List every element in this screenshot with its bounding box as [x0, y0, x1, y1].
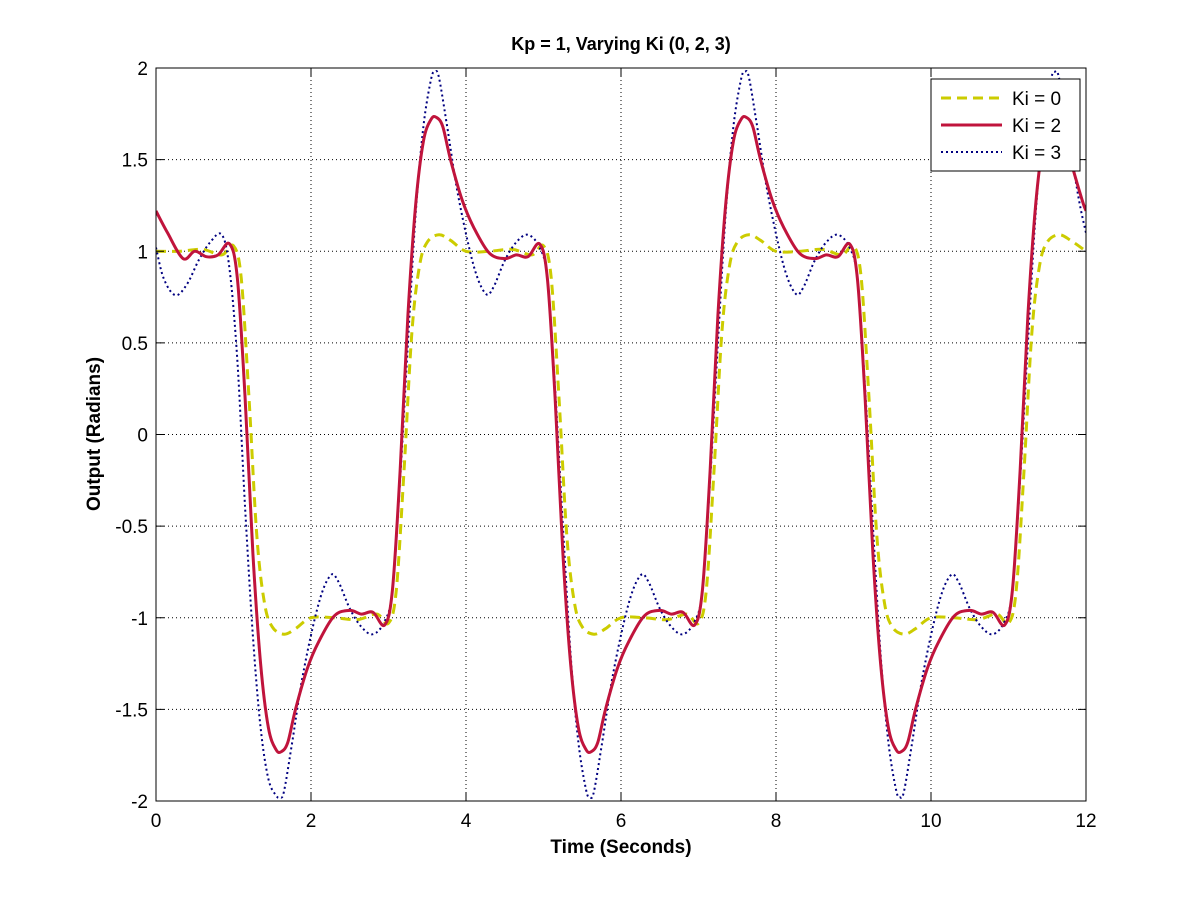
y-tick-label: 0.5: [122, 334, 148, 355]
series-line: [156, 114, 1086, 755]
y-tick-label: -1.5: [115, 700, 148, 721]
tick-marks: [155, 67, 1087, 802]
y-axis-label: Output (Radians): [84, 357, 105, 511]
x-tick-label: 8: [771, 811, 782, 832]
x-tick-label: 12: [1075, 811, 1096, 832]
y-tick-label: 1.5: [122, 151, 148, 172]
y-tick-label: 1: [137, 242, 148, 263]
legend-label: Ki = 2: [1012, 116, 1061, 137]
x-tick-label: 4: [461, 811, 472, 832]
x-tick-label: 2: [306, 811, 317, 832]
legend-label: Ki = 3: [1012, 143, 1061, 164]
x-tick-labels: 0 2 4 6 8 10 12: [151, 811, 1097, 832]
x-axis-label: Time (Seconds): [550, 837, 691, 858]
legend: Ki = 0 Ki = 2 Ki = 3: [930, 78, 1081, 172]
y-tick-label: -0.5: [115, 517, 148, 538]
x-tick-label: 10: [920, 811, 941, 832]
x-tick-label: 0: [151, 811, 162, 832]
chart-title: Kp = 1, Varying Ki (0, 2, 3): [511, 34, 731, 54]
series-line: [156, 233, 1086, 636]
y-tick-label: -1: [131, 609, 148, 630]
y-tick-label: -2: [131, 792, 148, 813]
y-tick-label: 0: [137, 426, 148, 447]
x-tick-label: 6: [616, 811, 627, 832]
legend-label: Ki = 0: [1012, 89, 1061, 110]
series-group: [156, 70, 1086, 799]
y-tick-label: 2: [137, 59, 148, 80]
series-line: [156, 70, 1086, 799]
y-tick-labels: -2 -1.5 -1 -0.5 0 0.5 1 1.5 2: [115, 59, 148, 813]
